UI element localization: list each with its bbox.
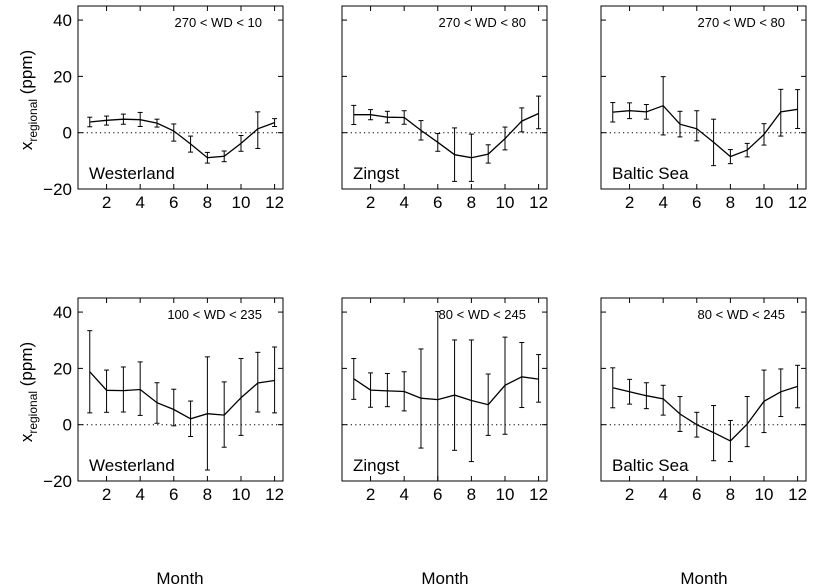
x-tick-label: 6 (692, 485, 701, 504)
x-tick-label: 10 (496, 485, 515, 504)
x-tick-label: 12 (529, 485, 548, 504)
y-tick-label: 0 (63, 124, 72, 143)
x-tick-label: 2 (366, 485, 375, 504)
x-tick-label: 12 (788, 485, 807, 504)
panel-westerland-onshore: −20 0 20 40 2 4 6 8 10 12 100 < WD < 235 Westerland (43, 297, 284, 504)
x-tick-label: 10 (755, 193, 774, 212)
x-tick-label: 4 (658, 193, 667, 212)
data-layer (351, 95, 542, 182)
y-tick-label: 40 (53, 303, 72, 322)
series-line (353, 376, 539, 406)
wind-direction-label: 270 < WD < 10 (175, 15, 262, 30)
y-tick-label: 20 (53, 67, 72, 86)
plot-frame (600, 5, 807, 190)
plot-frame (341, 5, 548, 190)
panel-westerland-offshore: −20 0 20 40 2 4 6 8 10 12 270 < WD < 10 Westerland (43, 5, 284, 212)
x-tick-label: 2 (102, 193, 111, 212)
wind-direction-label: 80 < WD < 245 (439, 307, 526, 322)
x-tick-label: 8 (467, 485, 476, 504)
x-tick-label: 4 (135, 485, 144, 504)
series-line (612, 104, 798, 158)
series-line (612, 385, 798, 442)
series-line (89, 371, 275, 420)
site-label-background (351, 455, 402, 476)
wind-direction-label: 100 < WD < 235 (167, 307, 262, 322)
wind-direction-label: 270 < WD < 80 (439, 15, 526, 30)
x-tick-label: 8 (467, 193, 476, 212)
data-layer (87, 330, 278, 471)
x-tick-label: 10 (232, 485, 251, 504)
x-axis-title-3: Month (680, 569, 727, 587)
x-tick-label: 10 (232, 193, 251, 212)
x-tick-label: 12 (529, 193, 548, 212)
x-tick-label: 2 (102, 485, 111, 504)
y-tick-label: −20 (43, 180, 72, 199)
site-label: Westerland (89, 164, 175, 183)
x-tick-label: 2 (625, 193, 634, 212)
y-tick-label: 40 (53, 11, 72, 30)
x-tick-label: 2 (366, 193, 375, 212)
x-tick-label: 4 (399, 193, 408, 212)
data-layer (87, 111, 278, 164)
y-tick-label: −20 (43, 472, 72, 491)
x-tick-label: 10 (755, 485, 774, 504)
plot-frame (77, 5, 284, 190)
site-label-background (610, 455, 692, 476)
x-tick-label: 2 (625, 485, 634, 504)
series-line (353, 112, 539, 159)
panel-zingst-offshore: 2 4 6 8 10 12 270 < WD < 80 Zingst (341, 5, 548, 212)
x-tick-label: 4 (135, 193, 144, 212)
series-line (89, 118, 275, 159)
y-axis-title-bottom: xregional (ppm) (17, 342, 40, 442)
y-axis-title-top: xregional (ppm) (17, 50, 40, 150)
site-label-background (351, 163, 402, 184)
x-tick-label: 8 (726, 485, 735, 504)
plot-frame (77, 297, 284, 482)
data-layer (610, 76, 801, 167)
panel-zingst-onshore: 2 4 6 8 10 12 80 < WD < 245 Zingst (341, 297, 548, 504)
x-tick-label: 8 (203, 485, 212, 504)
panel-baltic-sea-offshore: 2 4 6 8 10 12 270 < WD < 80 Baltic Sea (600, 5, 807, 212)
site-label-background (87, 163, 177, 184)
x-tick-label: 6 (169, 193, 178, 212)
y-tick-label: 0 (63, 416, 72, 435)
data-layer (610, 364, 801, 463)
plot-frame (600, 297, 807, 482)
y-tick-label: 20 (53, 359, 72, 378)
x-tick-label: 4 (658, 485, 667, 504)
wind-direction-label: 80 < WD < 245 (698, 307, 785, 322)
x-tick-label: 6 (433, 193, 442, 212)
x-tick-label: 6 (169, 485, 178, 504)
x-axis-title-1: Month (156, 569, 203, 587)
data-layer (351, 311, 542, 481)
x-tick-label: 6 (692, 193, 701, 212)
site-label: Zingst (353, 164, 400, 183)
x-tick-label: 12 (788, 193, 807, 212)
site-label-background (610, 163, 692, 184)
site-label: Westerland (89, 456, 175, 475)
x-tick-label: 12 (265, 193, 284, 212)
site-label: Baltic Sea (612, 456, 689, 475)
panel-baltic-sea-onshore: 2 4 6 8 10 12 80 < WD < 245 Baltic Sea (600, 297, 807, 504)
site-label: Baltic Sea (612, 164, 689, 183)
x-tick-label: 8 (203, 193, 212, 212)
x-tick-label: 12 (265, 485, 284, 504)
site-label-background (87, 455, 177, 476)
plot-frame (341, 297, 548, 482)
x-tick-label: 4 (399, 485, 408, 504)
x-tick-label: 10 (496, 193, 515, 212)
x-axis-title-2: Month (421, 569, 468, 587)
site-label: Zingst (353, 456, 400, 475)
x-tick-label: 8 (726, 193, 735, 212)
wind-direction-label: 270 < WD < 80 (698, 15, 785, 30)
x-tick-label: 6 (433, 485, 442, 504)
